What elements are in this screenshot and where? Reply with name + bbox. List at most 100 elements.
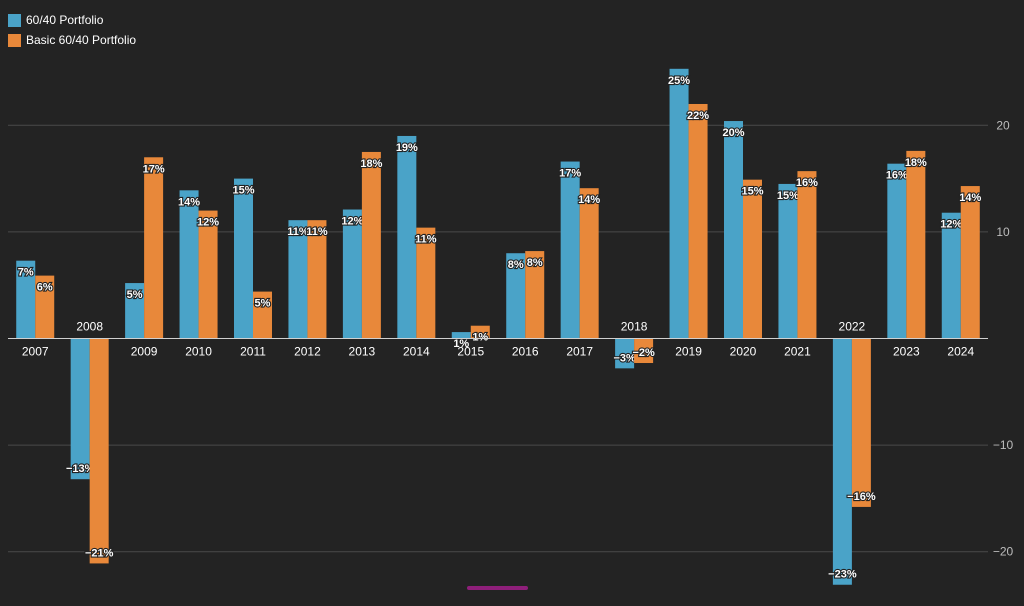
data-label: 25% [668,75,690,87]
x-tick-label: 2009 [131,345,158,359]
x-tick-label: 2015 [457,345,484,359]
x-tick-label: 2018 [621,320,648,334]
legend: 60/40 Portfolio Basic 60/40 Portfolio [8,10,136,50]
bar [342,209,362,339]
bar [451,332,471,339]
bar [361,151,381,339]
bar [688,103,708,339]
data-label: 11% [415,234,437,246]
data-label: 6% [37,282,53,294]
x-tick-label: 2011 [240,345,266,359]
bar [615,338,635,369]
bar [397,135,417,339]
data-label: 19% [396,142,418,154]
data-label: 17% [559,168,581,180]
bar [560,161,580,339]
bar [579,188,599,339]
bar [89,338,109,564]
data-label: 14% [959,192,981,204]
bar [887,163,907,339]
bar [941,212,961,339]
data-label: −13% [66,463,95,475]
legend-item-60-40-portfolio[interactable]: 60/40 Portfolio [8,10,136,30]
data-label: −21% [85,547,114,559]
bar [669,68,689,339]
data-label: 14% [578,194,600,206]
x-tick-label: 2016 [512,345,539,359]
legend-item-basic-60-40-portfolio[interactable]: Basic 60/40 Portfolio [8,30,136,50]
bar [470,325,490,339]
legend-label-60-40-portfolio: 60/40 Portfolio [26,13,104,27]
data-label: −16% [847,491,876,503]
bar [35,275,55,339]
data-label: 5% [255,298,271,310]
data-label: 18% [905,157,927,169]
data-label: 5% [127,289,143,301]
data-label: 11% [306,226,328,238]
x-tick-label: 2022 [839,320,866,334]
x-tick-label: 2023 [893,345,920,359]
data-label: 20% [722,127,744,139]
data-label: 12% [940,219,962,231]
x-tick-label: 2008 [76,320,103,334]
data-label: −2% [632,347,655,359]
bar [797,171,817,339]
data-label: −3% [613,352,636,364]
bar [851,338,871,507]
bar [506,253,526,339]
data-label: 12% [197,217,219,229]
data-label: 15% [232,185,254,197]
bar [179,190,199,339]
y-tick-label: −10 [993,438,1014,452]
x-tick-label: 2024 [947,345,974,359]
bar [198,210,218,339]
bar [743,179,762,339]
data-label: −23% [828,569,857,581]
bar [16,260,36,339]
bar [906,150,926,339]
data-label: 15% [741,186,763,198]
data-label: 1% [472,332,488,344]
bar [125,283,145,339]
x-tick-label: 2013 [349,345,376,359]
bar [253,291,272,339]
data-label: 14% [178,196,200,208]
bar [724,121,743,339]
bar [960,186,980,339]
x-tick-label: 2012 [294,345,321,359]
bar [70,338,90,480]
data-label: 8% [508,259,524,271]
x-tick-label: 2017 [566,345,593,359]
bar [288,220,308,339]
data-label: 15% [777,190,799,202]
bar [525,251,545,339]
bar [307,220,327,339]
y-tick-label: −20 [993,545,1014,559]
bar [778,183,798,339]
data-label: 16% [886,170,908,182]
data-label: 22% [687,110,709,122]
data-label: 1% [453,338,469,350]
x-tick-label: 2010 [185,345,212,359]
data-label: 7% [18,267,34,279]
legend-swatch-basic-60-40-portfolio [8,33,21,47]
data-label: 17% [143,163,165,175]
bar [234,178,253,339]
legend-label-basic-60-40-portfolio: Basic 60/40 Portfolio [26,33,137,47]
y-tick-label: 10 [996,225,1010,239]
data-label: 18% [360,158,382,170]
x-tick-label: 2007 [22,345,49,359]
bar [634,338,654,364]
x-tick-label: 2014 [403,345,430,359]
data-label: 16% [796,177,818,189]
y-tick-label: 20 [996,118,1010,132]
bar [832,338,852,585]
bar [416,227,436,339]
x-tick-label: 2019 [675,345,702,359]
legend-swatch-60-40-portfolio [8,13,21,27]
data-label: 11% [287,226,309,238]
data-label: 12% [341,216,363,228]
bar [144,157,164,339]
